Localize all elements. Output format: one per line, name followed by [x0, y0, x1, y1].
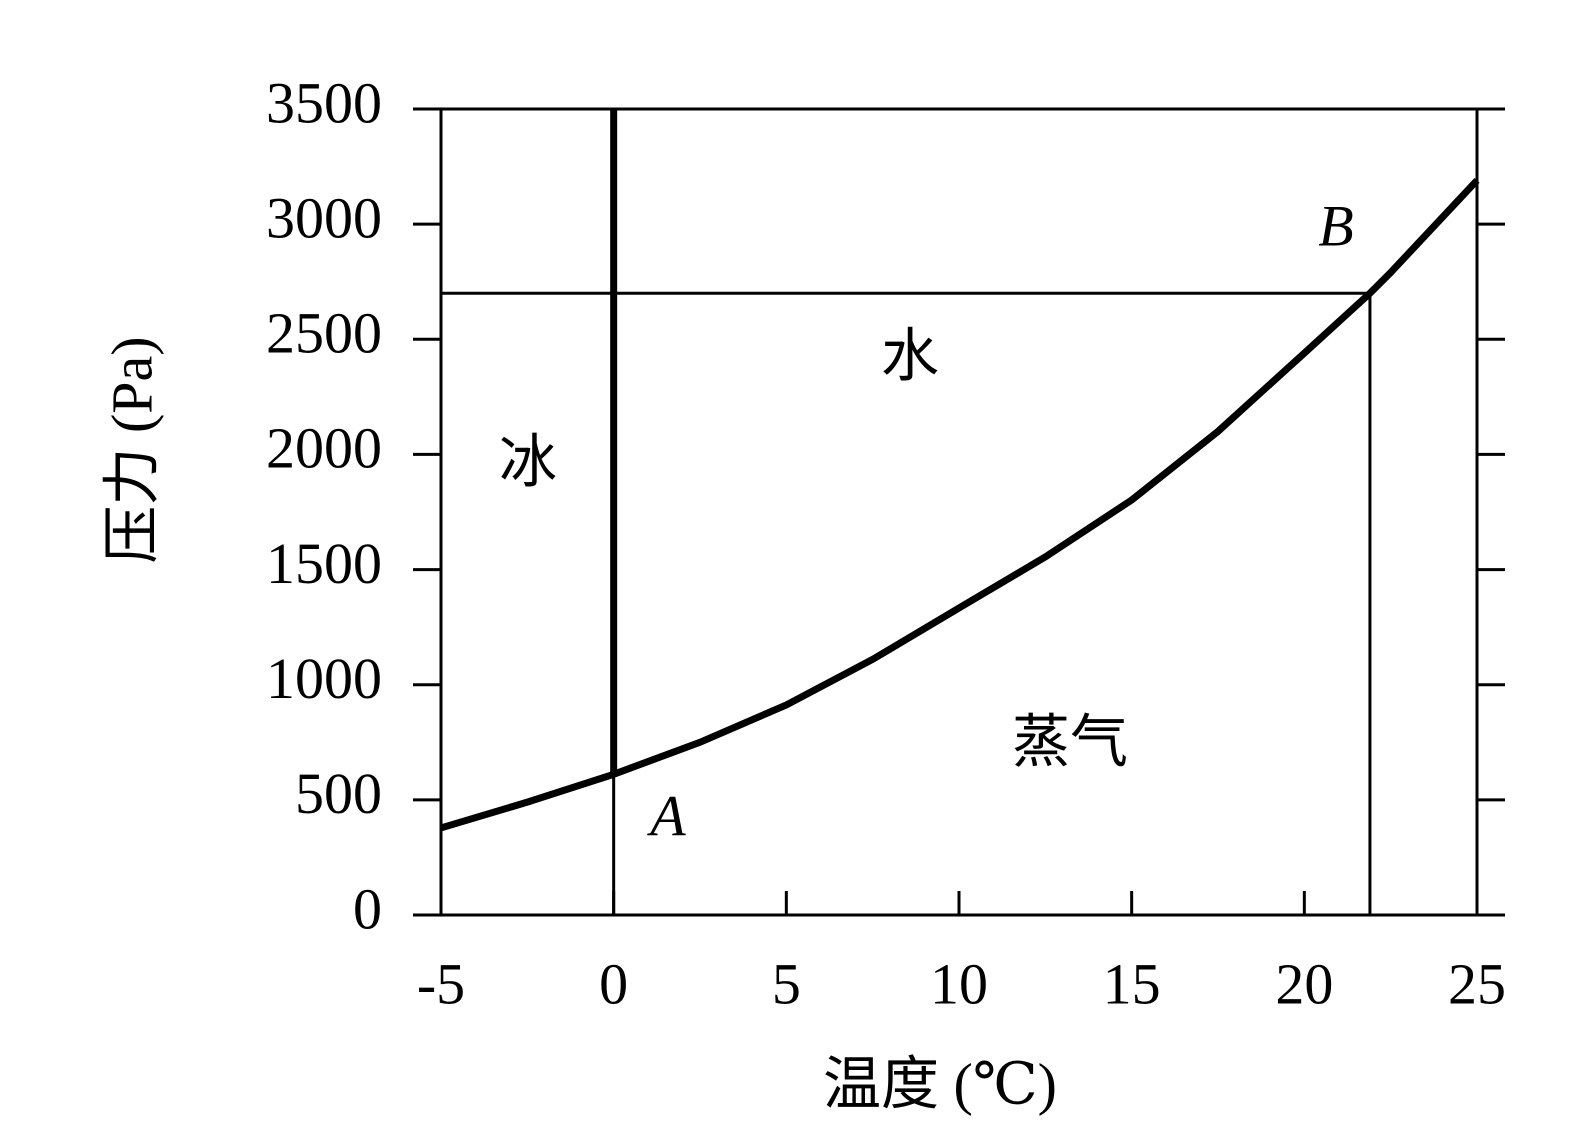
- x-tick-label: 10: [930, 951, 988, 1016]
- y-tick-label: 3000: [266, 185, 382, 250]
- annotation: 冰: [499, 429, 557, 494]
- y-tick-label: 1000: [266, 646, 382, 711]
- y-tick-label: 500: [295, 761, 382, 826]
- x-tick-label: 20: [1275, 951, 1333, 1016]
- x-tick-label: 25: [1448, 951, 1506, 1016]
- y-tick-label: 0: [353, 876, 382, 941]
- y-tick-label: 1500: [266, 531, 382, 596]
- y-tick-label: 2500: [266, 301, 382, 366]
- annotation: 蒸气: [1012, 709, 1128, 774]
- curve: [439, 177, 1480, 832]
- annotation: 水: [881, 323, 939, 388]
- x-axis-label: 温度 (℃): [823, 1051, 1057, 1116]
- x-tick-label: -5: [417, 951, 465, 1016]
- annotation: B: [1318, 193, 1353, 258]
- x-tick-label: 5: [772, 951, 801, 1016]
- y-tick-label: 3500: [266, 70, 382, 135]
- y-tick-label: 2000: [266, 416, 382, 481]
- y-axis-label: 压力 (Pa): [99, 336, 164, 563]
- annotation: A: [646, 783, 686, 848]
- x-tick-label: 15: [1103, 951, 1161, 1016]
- x-tick-label: 0: [599, 951, 628, 1016]
